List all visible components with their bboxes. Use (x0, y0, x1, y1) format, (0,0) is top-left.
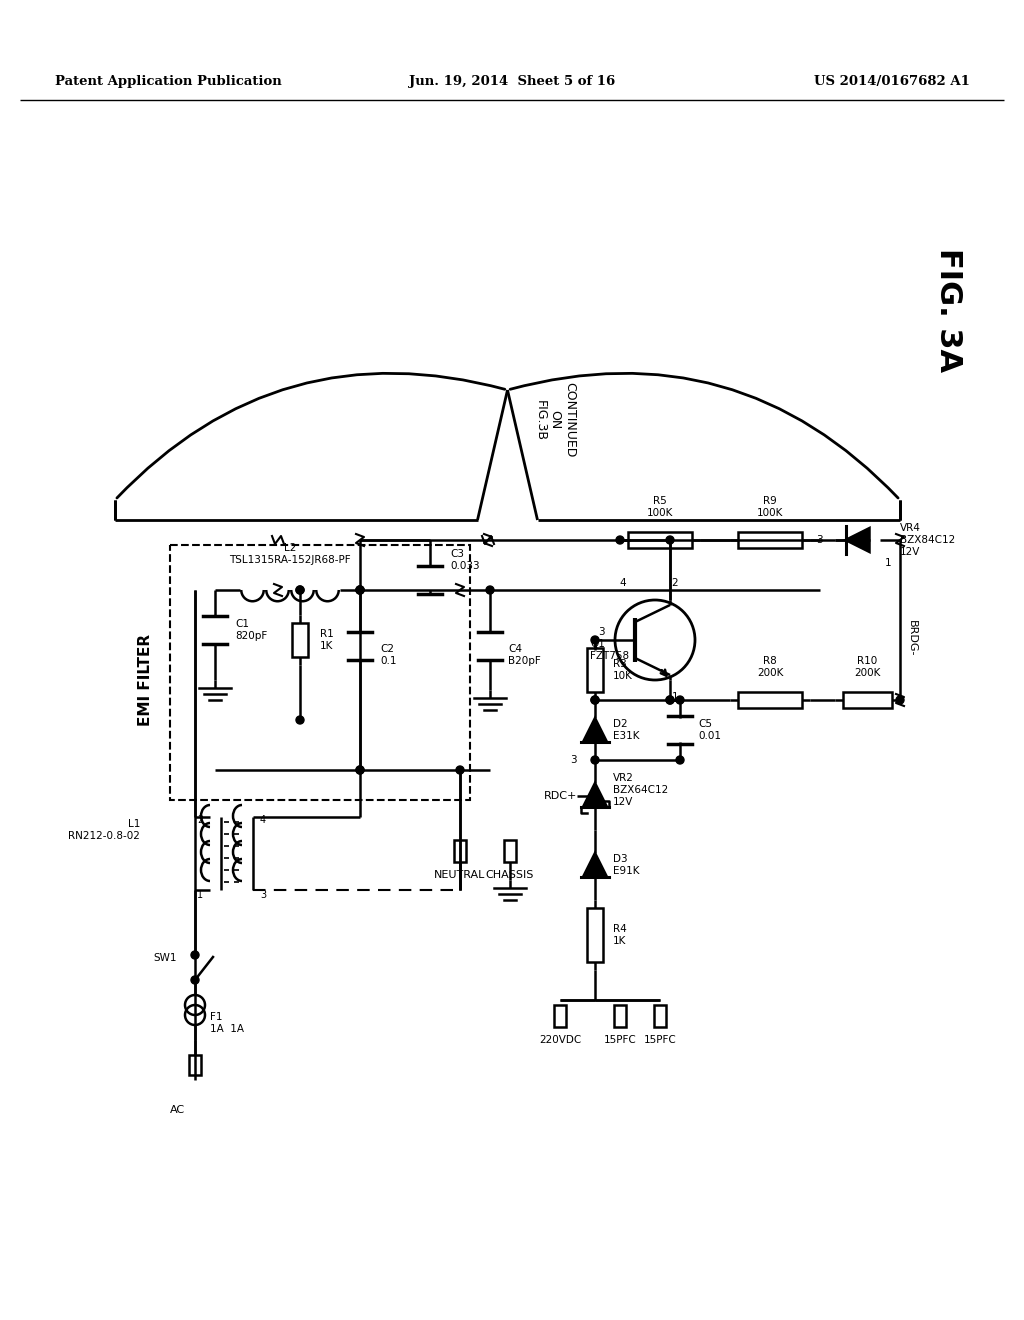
Text: Patent Application Publication: Patent Application Publication (55, 75, 282, 88)
Text: 1: 1 (885, 558, 892, 568)
Bar (654, 1005, 666, 1027)
Text: F1
1A  1A: F1 1A 1A (210, 1012, 244, 1034)
Text: C3
0.033: C3 0.033 (450, 549, 479, 570)
Text: 15PFC: 15PFC (603, 1035, 636, 1045)
Circle shape (591, 636, 599, 644)
Text: 4: 4 (260, 814, 266, 825)
Text: C4
B20pF: C4 B20pF (508, 644, 541, 665)
Circle shape (486, 586, 494, 594)
Polygon shape (583, 718, 607, 742)
Circle shape (456, 766, 464, 774)
Text: L2
TSL1315RA-152JR68-PF: L2 TSL1315RA-152JR68-PF (229, 544, 351, 565)
Text: FIG. 3A: FIG. 3A (934, 248, 963, 372)
Bar (454, 840, 466, 862)
Text: R1
1K: R1 1K (319, 630, 334, 651)
Text: 15PFC: 15PFC (644, 1035, 677, 1045)
Circle shape (296, 586, 304, 594)
Text: 3: 3 (570, 755, 577, 766)
Text: R9
100K: R9 100K (757, 496, 783, 517)
Text: C1
820pF: C1 820pF (234, 619, 267, 640)
Text: C2
0.1: C2 0.1 (380, 644, 396, 665)
Text: RDC+: RDC+ (544, 791, 577, 801)
Text: VR2
BZX64C12
12V: VR2 BZX64C12 12V (613, 774, 669, 807)
Text: R4
1K: R4 1K (613, 924, 627, 946)
Bar (843, 692, 892, 708)
Text: VR4
BZX84C12
12V: VR4 BZX84C12 12V (900, 524, 955, 557)
Circle shape (666, 696, 674, 704)
Text: 220VDC: 220VDC (539, 1035, 582, 1045)
Bar (628, 532, 692, 548)
Text: 4: 4 (620, 578, 627, 587)
Circle shape (591, 696, 599, 704)
Text: 3: 3 (598, 627, 605, 638)
Circle shape (191, 975, 199, 983)
Text: NEUTRAL: NEUTRAL (434, 870, 485, 880)
Circle shape (676, 696, 684, 704)
Text: 2: 2 (197, 814, 203, 825)
Circle shape (356, 766, 364, 774)
Text: Jun. 19, 2014  Sheet 5 of 16: Jun. 19, 2014 Sheet 5 of 16 (409, 75, 615, 88)
Text: 2: 2 (672, 578, 678, 587)
Circle shape (356, 766, 364, 774)
Circle shape (296, 586, 304, 594)
Text: R10
200K: R10 200K (854, 656, 881, 678)
Polygon shape (583, 853, 607, 876)
Circle shape (676, 756, 684, 764)
Text: R8
200K: R8 200K (757, 656, 783, 678)
Circle shape (356, 586, 364, 594)
Bar (587, 648, 603, 692)
Circle shape (591, 696, 599, 704)
Text: R5
100K: R5 100K (647, 496, 673, 517)
Polygon shape (583, 783, 607, 807)
Bar (554, 1005, 566, 1027)
Text: Q1
FZT758: Q1 FZT758 (590, 639, 629, 661)
Text: SW1: SW1 (154, 953, 177, 964)
Text: C5
0.01: C5 0.01 (698, 719, 721, 741)
Text: AC: AC (170, 1105, 185, 1115)
Circle shape (666, 696, 674, 704)
Bar (614, 1005, 626, 1027)
Bar (738, 692, 802, 708)
Text: L1
RN212-0.8-02: L1 RN212-0.8-02 (69, 820, 140, 841)
Text: EMI FILTER: EMI FILTER (137, 634, 153, 726)
Circle shape (616, 536, 624, 544)
Circle shape (896, 696, 904, 704)
Text: D3
E91K: D3 E91K (613, 854, 640, 875)
Text: R3
10K: R3 10K (613, 659, 633, 681)
Circle shape (191, 950, 199, 960)
Circle shape (591, 756, 599, 764)
Text: US 2014/0167682 A1: US 2014/0167682 A1 (814, 75, 970, 88)
Bar (189, 1055, 201, 1074)
Bar (170, 545, 470, 800)
Text: BRDG-: BRDG- (907, 620, 918, 656)
Bar (738, 532, 802, 548)
Text: 1: 1 (672, 692, 678, 702)
Text: 3: 3 (260, 890, 266, 900)
Bar (504, 840, 516, 862)
Polygon shape (846, 528, 869, 552)
Circle shape (296, 715, 304, 723)
Text: CONTINUED
ON
FIG.3B: CONTINUED ON FIG.3B (534, 383, 577, 458)
Circle shape (356, 586, 364, 594)
Text: 3: 3 (816, 535, 823, 545)
Text: D2
E31K: D2 E31K (613, 719, 640, 741)
Bar (587, 908, 603, 962)
Circle shape (666, 536, 674, 544)
Circle shape (356, 586, 364, 594)
Text: 1: 1 (197, 890, 203, 900)
Bar (292, 623, 308, 657)
Text: CHASSIS: CHASSIS (485, 870, 535, 880)
